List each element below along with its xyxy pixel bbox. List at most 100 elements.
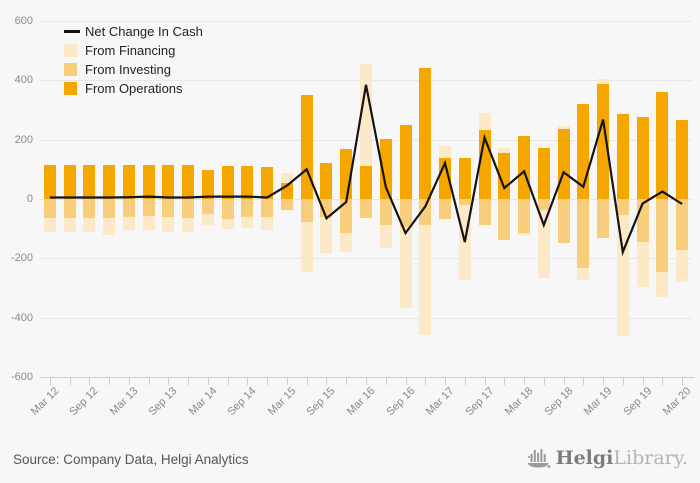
bar-segment-financing xyxy=(142,216,155,230)
x-axis-tick xyxy=(425,378,427,385)
x-axis-tick xyxy=(484,378,486,385)
bar-segment-operations xyxy=(261,167,274,199)
bar-segment-operations xyxy=(458,158,471,199)
bar-segment-financing xyxy=(340,233,353,253)
logo-brand-text: Helgi xyxy=(555,447,614,469)
bar-segment-financing xyxy=(261,217,274,231)
bar-segment-financing xyxy=(182,217,195,232)
bar-segment-operations xyxy=(518,135,531,199)
legend-item-from-financing: From Financing xyxy=(64,41,203,60)
x-axis-tick xyxy=(445,378,447,385)
x-axis-tick xyxy=(385,378,387,385)
ship-bar-chart-icon xyxy=(527,449,550,468)
bar-segment-financing xyxy=(360,64,372,166)
bar-segment-investing xyxy=(122,199,135,217)
x-axis-label: Mar 16 xyxy=(344,385,378,418)
x-axis-tick xyxy=(69,378,71,385)
x-axis-tick xyxy=(267,378,269,385)
x-axis-label: Mar 12 xyxy=(28,385,62,418)
gridline xyxy=(40,20,692,22)
bar-segment-investing xyxy=(280,199,293,210)
bar-segment-investing xyxy=(518,199,531,234)
helgi-library-logo: Helgi Library. xyxy=(526,445,688,471)
bar-segment-investing xyxy=(656,199,669,272)
bar-segment-investing xyxy=(360,199,372,219)
bar-segment-investing xyxy=(498,199,511,241)
x-axis-label: Sep 12 xyxy=(67,385,101,419)
y-axis-label: 0 xyxy=(26,193,33,205)
bar-segment-financing xyxy=(221,219,234,230)
bar-segment-operations xyxy=(201,169,214,199)
gridline xyxy=(40,317,692,319)
bar-segment-financing xyxy=(43,217,56,233)
x-axis-tick xyxy=(89,378,91,385)
bar-segment-financing xyxy=(537,210,550,279)
bar-segment-operations xyxy=(399,124,412,199)
bar-segment-financing xyxy=(300,222,313,273)
bar-segment-operations xyxy=(103,164,116,199)
bar-segment-operations xyxy=(656,92,669,199)
x-axis-label: Sep 19 xyxy=(620,385,655,419)
x-axis-label: Sep 15 xyxy=(304,385,338,419)
bar-segment-financing xyxy=(656,271,669,298)
x-axis-tick xyxy=(168,378,170,385)
bar-segment-operations xyxy=(320,163,333,199)
bar-segment-financing xyxy=(103,218,116,235)
gridline xyxy=(40,258,692,260)
bar-segment-financing xyxy=(557,126,570,130)
bar-segment-financing xyxy=(162,217,175,233)
y-axis-label: 200 xyxy=(14,133,33,146)
x-axis-label: Mar 19 xyxy=(581,385,615,418)
bar-segment-financing xyxy=(201,214,214,226)
x-axis-tick xyxy=(524,378,526,385)
x-axis-label: Sep 16 xyxy=(383,385,417,419)
x-axis-tick xyxy=(622,378,624,385)
x-axis-label: Sep 17 xyxy=(462,385,497,419)
x-axis-tick xyxy=(504,378,506,385)
bar-segment-operations xyxy=(498,152,511,199)
x-axis-tick xyxy=(326,378,328,385)
legend-item-net-change-in-cash: Net Change In Cash xyxy=(64,22,203,41)
x-axis-tick xyxy=(148,378,150,385)
bar-segment-operations xyxy=(43,164,56,199)
bar-segment-financing xyxy=(83,217,96,233)
x-axis-label: Mar 20 xyxy=(660,385,694,418)
bar-segment-financing xyxy=(518,233,531,235)
x-axis-tick xyxy=(346,378,348,385)
bar-segment-financing xyxy=(597,79,610,85)
bar-segment-operations xyxy=(419,68,432,199)
logo-suffix-text: Library. xyxy=(613,447,688,469)
bar-segment-investing xyxy=(241,199,254,218)
bar-segment-investing xyxy=(83,199,96,218)
x-axis-label: Mar 17 xyxy=(423,385,457,418)
bar-segment-investing xyxy=(399,199,412,227)
bar-segment-financing xyxy=(419,225,432,336)
bar-segment-investing xyxy=(577,199,590,269)
x-axis-tick xyxy=(543,378,545,385)
bar-segment-operations xyxy=(142,165,155,199)
bar-segment-investing xyxy=(300,199,313,223)
net-change-line xyxy=(49,84,683,257)
x-axis-label: Sep 18 xyxy=(541,385,576,419)
legend-label-net-change: Net Change In Cash xyxy=(85,24,203,39)
bar-segment-operations xyxy=(83,164,96,199)
y-axis-label: -600 xyxy=(10,371,33,383)
legend-label-financing: From Financing xyxy=(85,43,176,58)
x-axis-tick xyxy=(306,378,308,385)
bar-segment-investing xyxy=(162,199,175,218)
bar-segment-investing xyxy=(478,199,491,226)
bar-segment-investing xyxy=(103,199,116,219)
y-axis-label: -200 xyxy=(10,252,33,265)
legend-label-operations: From Operations xyxy=(85,81,183,96)
bar-segment-operations xyxy=(63,164,76,199)
bar-segment-investing xyxy=(537,199,550,211)
x-axis-label: Mar 14 xyxy=(186,385,220,418)
x-axis-line xyxy=(40,377,695,378)
x-axis-tick xyxy=(662,378,664,385)
bar-segment-investing xyxy=(676,199,689,251)
bar-segment-operations xyxy=(182,164,195,199)
bar-segment-operations xyxy=(221,166,234,199)
x-axis-tick xyxy=(603,378,605,385)
bar-segment-financing xyxy=(577,268,590,281)
x-axis-tick xyxy=(128,378,130,385)
